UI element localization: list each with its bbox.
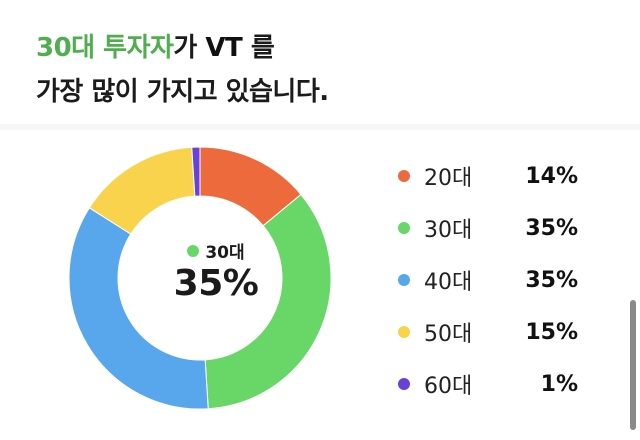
legend-item-40s: 40대 35% (398, 254, 578, 306)
donut-slice-30대 (204, 193, 332, 410)
legend: 20대 14% 30대 35% 40대 35% 50대 15% 60대 1% (398, 150, 578, 410)
headline-ticker: VT (205, 33, 243, 63)
headline: 30대 투자자가 VT 를 가장 많이 가지고 있습니다. (36, 26, 329, 114)
headline-line-2: 가장 많이 가지고 있습니다. (36, 77, 329, 107)
center-category-dot (187, 244, 200, 257)
scrollbar[interactable] (630, 300, 636, 430)
legend-value-30s: 35% (525, 215, 578, 241)
center-value: 35% (173, 263, 259, 304)
legend-dot-20s (398, 170, 410, 182)
headline-line-1: 30대 투자자가 VT 를 (36, 26, 329, 70)
donut-slice-60대 (191, 146, 201, 197)
legend-dot-30s (398, 222, 410, 234)
legend-label-40s: 40대 (424, 270, 473, 295)
legend-item-60s: 60대 1% (398, 358, 578, 410)
legend-value-20s: 14% (525, 163, 578, 189)
legend-label-50s: 50대 (424, 322, 473, 347)
legend-label-20s: 20대 (424, 166, 473, 191)
legend-value-40s: 35% (525, 267, 578, 293)
legend-dot-50s (398, 326, 410, 338)
headline-accent: 30대 투자자 (36, 33, 174, 63)
legend-label-30s: 30대 (424, 218, 473, 243)
legend-dot-60s (398, 378, 410, 390)
headline-text: 가 (173, 33, 206, 63)
section-divider (0, 124, 640, 130)
donut-center-label: 30대 35% (146, 238, 286, 304)
donut-chart (68, 146, 332, 410)
legend-item-30s: 30대 35% (398, 202, 578, 254)
legend-item-50s: 50대 15% (398, 306, 578, 358)
donut-slice-40대 (68, 207, 209, 410)
legend-item-20s: 20대 14% (398, 150, 578, 202)
legend-value-60s: 1% (540, 371, 578, 397)
headline-tail: 를 (242, 33, 275, 63)
legend-value-50s: 15% (525, 319, 578, 345)
legend-dot-40s (398, 274, 410, 286)
center-category: 30대 (205, 243, 245, 263)
legend-label-60s: 60대 (424, 374, 473, 399)
